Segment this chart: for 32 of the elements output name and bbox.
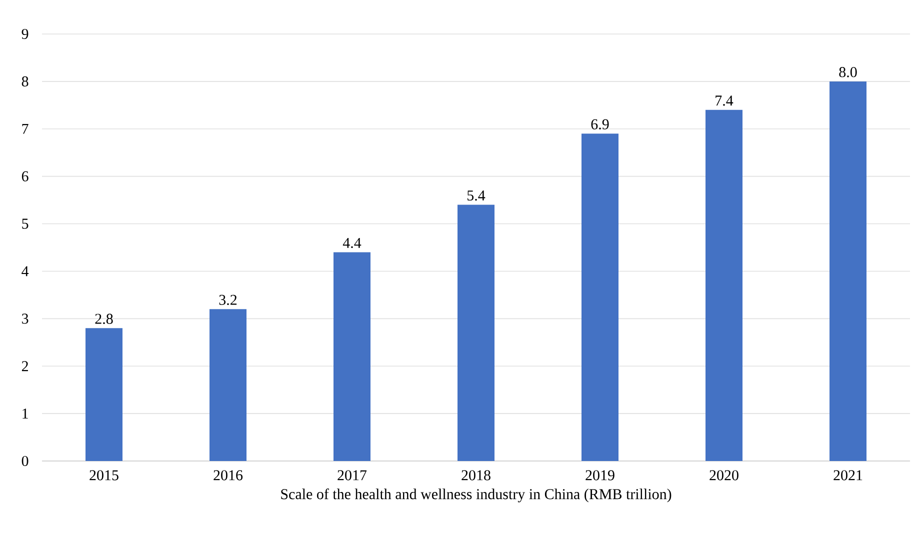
y-tick-label: 9 [22, 28, 28, 40]
data-label: 6.9 [591, 119, 609, 130]
x-tick-label: 2019 [586, 470, 614, 480]
x-tick-label: 2021 [834, 470, 862, 480]
bar [458, 204, 495, 461]
y-tick-label: 8 [22, 76, 28, 86]
data-label: 5.4 [468, 190, 486, 201]
x-tick-label: 2017 [338, 470, 367, 480]
y-tick-label: 1 [22, 408, 28, 419]
bar [830, 81, 866, 461]
data-label: 7.4 [716, 96, 734, 106]
y-tick-label: 4 [22, 266, 29, 276]
bar [582, 134, 618, 461]
y-tick-label: 0 [22, 456, 28, 466]
x-tick-label: 2018 [462, 470, 490, 480]
y-tick-label: 3 [22, 314, 28, 324]
x-tick-label: 2016 [214, 470, 243, 480]
bar [706, 110, 743, 461]
x-tick-label: 2020 [710, 470, 738, 480]
y-tick-label: 5 [22, 218, 28, 229]
bar [86, 328, 122, 461]
data-label: 2.8 [95, 314, 113, 324]
data-label: 8.0 [839, 67, 857, 78]
y-tick-label: 7 [22, 124, 28, 134]
data-label: 3.2 [219, 294, 237, 305]
data-label: 4.4 [342, 238, 362, 248]
y-tick-label: 6 [22, 171, 28, 182]
x-tick-label: 2015 [90, 470, 118, 480]
x-axis-title: Scale of the health and wellness industry in China (RMB trillion) [281, 488, 672, 502]
bar [210, 309, 247, 461]
y-tick-label: 2 [22, 361, 28, 372]
bar [334, 252, 370, 461]
